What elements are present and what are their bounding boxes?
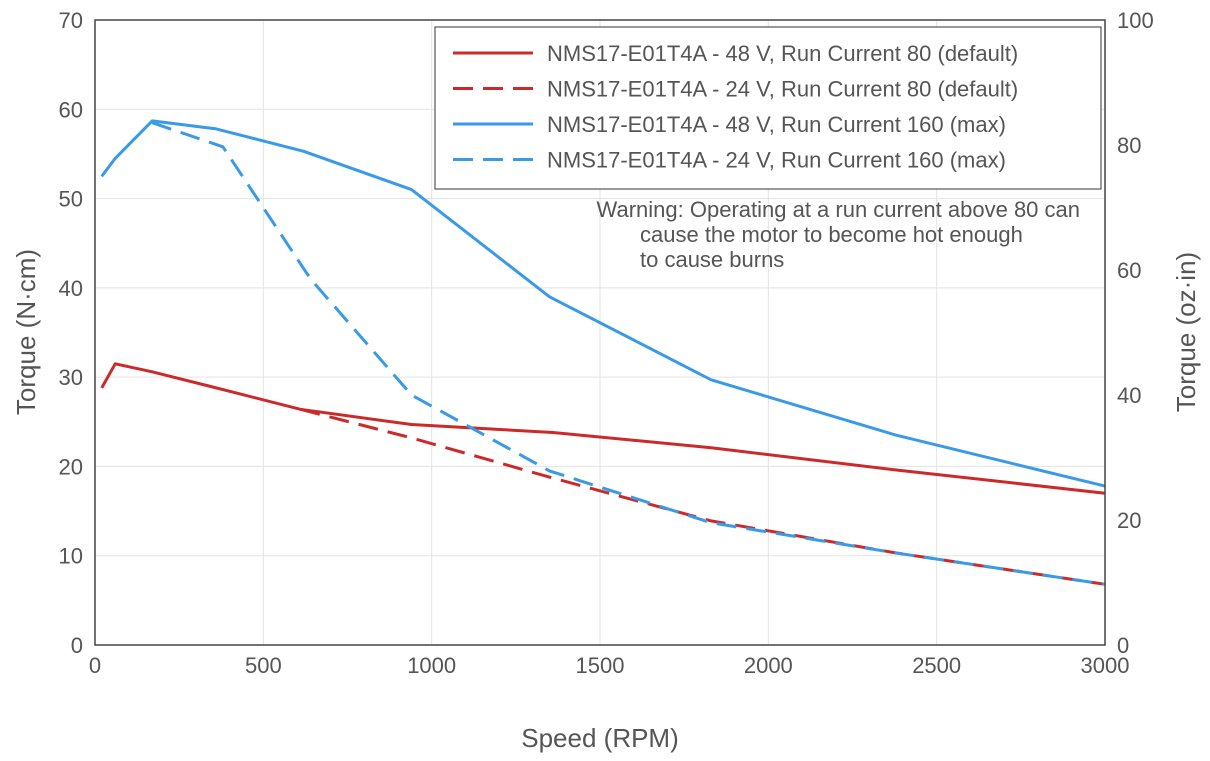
y2-tick-label: 40: [1117, 383, 1141, 408]
y-tick-label: 0: [71, 633, 83, 658]
x-tick-label: 2000: [744, 653, 793, 678]
y-axis-label: Torque (N·cm): [11, 249, 41, 415]
x-axis-label: Speed (RPM): [521, 723, 679, 753]
series-line-2: [300, 407, 1106, 586]
series-lines: [100, 119, 1106, 586]
series-line-3: [100, 119, 1106, 488]
tick-labels: 0 500 1000 1500 2000 2500 30000102030405060700…: [59, 8, 1154, 678]
legend-entry: NMS17-E01T4A - 24 V, Run Current 160 (ma…: [547, 148, 1006, 173]
legend-entry: NMS17-E01T4A - 48 V, Run Current 80 (def…: [547, 41, 1018, 66]
y-tick-label: 20: [59, 454, 83, 479]
plot-frame: [94, 19, 1106, 646]
legend-box: [434, 26, 1102, 190]
y-tick-label: 70: [59, 8, 83, 33]
x-tick-label: 1500: [576, 653, 625, 678]
y2-tick-label: 0: [1117, 633, 1129, 658]
warning-line-3: to cause burns: [640, 247, 784, 272]
y-tick-label: 40: [59, 276, 83, 301]
y2-tick-label: 100: [1117, 8, 1154, 33]
x-tick-label: 1000: [407, 653, 456, 678]
y-tick-label: 30: [59, 365, 83, 390]
y2-axis-label: Torque (oz·in): [1171, 252, 1201, 412]
legend: NMS17-E01T4A - 48 V, Run Current 80 (def…: [434, 26, 1102, 190]
plot-area-border: [94, 19, 1106, 646]
series-line-1: [100, 362, 1106, 495]
x-tick-label: 3000: [1081, 653, 1130, 678]
y-tick-label: 60: [59, 97, 83, 122]
x-tick-label: 500: [245, 653, 282, 678]
warning-line-1: Warning: Operating at a run current abov…: [597, 197, 1080, 222]
series-line-4: [151, 121, 1106, 586]
y-tick-label: 10: [59, 544, 83, 569]
y2-tick-label: 60: [1117, 258, 1141, 283]
legend-entry: NMS17-E01T4A - 48 V, Run Current 160 (ma…: [547, 112, 1006, 137]
warning-annotation: Warning: Operating at a run current abov…: [597, 197, 1080, 272]
x-tick-label: 2500: [912, 653, 961, 678]
y-tick-label: 50: [59, 187, 83, 212]
x-tick-label: 0: [89, 653, 101, 678]
warning-line-2: cause the motor to become hot enough: [640, 222, 1023, 247]
y2-tick-label: 20: [1117, 508, 1141, 533]
y2-tick-label: 80: [1117, 133, 1141, 158]
legend-entry: NMS17-E01T4A - 24 V, Run Current 80 (def…: [547, 77, 1018, 102]
